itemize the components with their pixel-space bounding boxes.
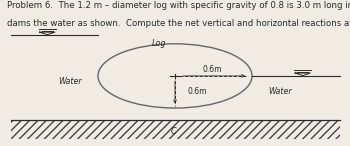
Text: Log: Log: [152, 39, 167, 48]
Text: Water: Water: [58, 77, 82, 86]
Text: dams the water as shown.  Compute the net vertical and horizontal reactions at p: dams the water as shown. Compute the net…: [7, 19, 350, 28]
Text: 0.6m: 0.6m: [202, 65, 222, 74]
Text: 0.6m: 0.6m: [187, 87, 207, 96]
Text: C: C: [171, 127, 177, 136]
Text: Water: Water: [268, 87, 292, 97]
Text: Problem 6.  The 1.2 m – diameter log with specific gravity of 0.8 is 3.0 m long : Problem 6. The 1.2 m – diameter log with…: [7, 1, 350, 11]
Bar: [10, 120, 340, 139]
